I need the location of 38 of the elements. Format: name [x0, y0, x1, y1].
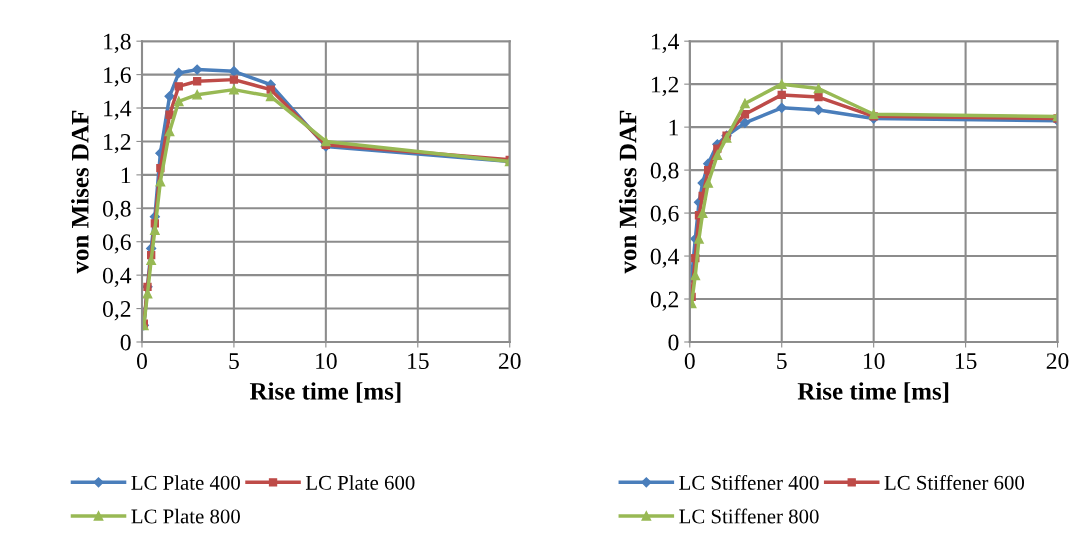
y-tick-label: 1,8: [104, 33, 131, 53]
y-axis-title: von Mises DAF: [71, 110, 89, 274]
legend-label: LC Stiffener 600: [884, 474, 1025, 490]
y-tick-label: 1: [121, 167, 131, 184]
x-axis-title: Rise time [ms]: [797, 382, 949, 403]
y-tick-label: 0,4: [650, 248, 680, 268]
y-tick-label: 1,4: [651, 33, 680, 53]
y-tick-label: 0,6: [650, 205, 679, 225]
y-tick-label: 1: [669, 119, 678, 136]
x-tick-label: 15: [955, 353, 977, 370]
x-tick-label: 5: [777, 353, 787, 370]
x-tick-label: 0: [136, 353, 147, 370]
y-tick-label: 0,4: [102, 267, 132, 287]
legend-label: LC Plate 800: [131, 508, 240, 524]
y-tick-label: 1,2: [651, 76, 679, 96]
x-tick-label: 20: [1046, 353, 1069, 370]
y-tick-label: 0,2: [102, 301, 131, 321]
legend-label: LC Plate 400: [131, 475, 240, 490]
x-tick-label: 20: [498, 353, 521, 370]
y-axis-title: von Mises DAF: [618, 110, 637, 274]
y-tick-label: 0,2: [650, 291, 679, 311]
x-tick-label: 10: [863, 353, 885, 370]
x-tick-label: 5: [229, 353, 239, 370]
x-tick-label: 15: [408, 353, 429, 370]
y-tick-label: 1,6: [104, 67, 131, 87]
x-tick-label: 0: [684, 353, 695, 370]
y-tick-label: 0,6: [102, 234, 131, 254]
y-tick-label: 0,8: [102, 200, 131, 221]
legend-label: LC Plate 600: [305, 475, 415, 490]
y-tick-label: 0,8: [650, 162, 679, 182]
y-tick-label: 0: [668, 334, 679, 351]
y-tick-label: 0: [120, 334, 131, 351]
legend-label: LC Stiffener 400: [679, 474, 819, 490]
x-tick-label: 10: [316, 353, 337, 370]
x-axis-title: Rise time [ms]: [249, 382, 401, 403]
y-tick-label: 1,4: [104, 100, 132, 120]
legend-label: LC Stiffener 800: [679, 508, 819, 524]
y-tick-label: 1,2: [104, 134, 131, 154]
